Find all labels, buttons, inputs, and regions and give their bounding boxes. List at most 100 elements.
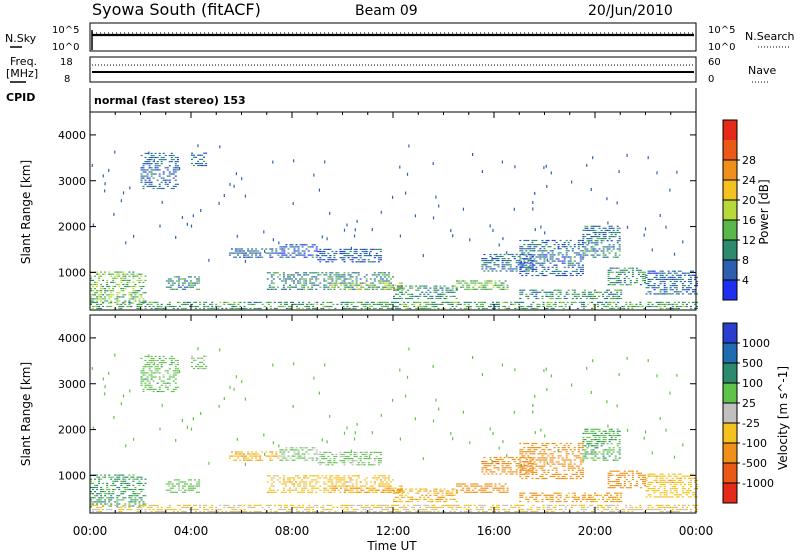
data-cell [308,508,311,511]
data-cell [524,307,527,310]
data-cell [309,278,312,280]
data-cell [445,504,448,506]
data-cell [492,506,494,508]
data-cell [285,244,288,246]
data-cell [138,300,141,302]
data-cell [555,270,558,272]
data-cell [311,288,314,290]
data-cell [162,380,165,382]
data-cell [171,485,174,487]
data-cell [522,508,525,511]
data-cell [197,154,200,156]
data-cell [582,242,585,244]
data-cell [281,508,284,511]
data-cell [411,293,414,295]
data-cell [102,288,105,290]
data-cell [116,480,119,482]
data-cell [215,508,218,511]
data-cell [142,169,145,171]
data-cell [329,458,332,460]
data-cell [182,307,185,310]
data-cell [527,260,530,262]
data-cell [307,288,310,290]
data-cell [306,508,309,511]
data-cell [584,229,587,231]
data-cell [535,244,538,246]
data-cell [549,246,552,248]
data-cell [616,225,619,227]
data-cell [479,504,482,506]
data-cell [138,302,141,304]
data-cell [439,287,442,289]
data-cell [333,259,336,261]
data-cell [374,506,377,508]
data-cell [110,301,113,303]
nsearch-tick-bottom: 10^0 [708,42,735,53]
data-cell [142,370,145,372]
data-cell [543,266,546,268]
data-cell [205,355,208,357]
data-cell [298,510,301,513]
data-cell [122,279,125,281]
data-cell [302,303,305,305]
data-cell [333,288,336,290]
data-cell [339,479,342,481]
data-cell [292,506,294,508]
data-cell [327,460,330,462]
data-cell [342,307,345,310]
data-cell [146,355,149,357]
data-cell [631,506,634,508]
data-cell [344,506,347,508]
data-cell [582,303,585,305]
data-cell [505,270,508,272]
data-cell [604,256,607,258]
data-cell [590,236,593,238]
data-cell [667,504,670,506]
data-cell [381,274,384,276]
data-cell [279,449,282,451]
data-cell [282,288,285,290]
data-cell [162,156,165,159]
data-cell [343,259,346,261]
data-cell [506,301,509,303]
data-cell [689,278,692,280]
speckle-cell [626,153,628,157]
data-cell [527,295,530,297]
data-cell [158,378,161,380]
data-cell [96,499,99,501]
data-cell [583,289,586,291]
data-cell [315,483,318,485]
data-cell [173,479,176,481]
colorbar-swatch [723,220,737,240]
data-cell [618,289,621,291]
data-cell [359,485,362,487]
data-cell [341,274,344,276]
data-cell [605,504,608,506]
data-cell [329,276,332,278]
data-cell [180,303,183,305]
data-cell [550,307,553,310]
data-cell [281,256,284,258]
data-cell [343,483,346,485]
data-cell [333,257,336,259]
data-cell [225,301,228,303]
data-cell [168,357,171,360]
data-cell [211,307,214,310]
data-cell [618,236,621,238]
data-cell [96,488,99,491]
speckle-cell [513,207,515,211]
data-cell [611,301,614,303]
data-cell [381,272,384,274]
data-cell [138,503,141,505]
data-cell [599,504,601,506]
data-cell [492,286,495,288]
data-cell [285,504,288,506]
data-cell [504,307,507,310]
data-cell [96,510,99,513]
data-cell [325,286,328,288]
data-cell [529,264,532,266]
data-cell [124,288,127,290]
data-cell [323,255,326,257]
data-cell [538,506,541,508]
data-cell [572,301,575,303]
